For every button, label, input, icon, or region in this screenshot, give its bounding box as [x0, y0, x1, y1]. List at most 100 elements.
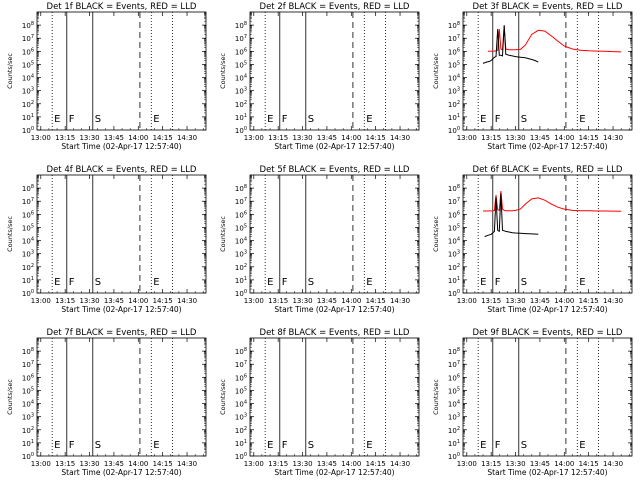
y-tick-label: 100 [22, 289, 34, 298]
y-tick-label: 107 [22, 360, 34, 369]
panel-title: Det 1f BLACK = Events, RED = LLD [47, 2, 197, 12]
time-marker-label: E [579, 114, 585, 125]
detector-panel-7: Det 7f BLACK = Events, RED = LLD 100 101 10… [6, 328, 207, 477]
time-marker-label: F [282, 114, 288, 125]
x-tick-label: 13:00 [457, 460, 477, 468]
plot-frame [462, 174, 633, 294]
y-tick-label: 100 [22, 452, 34, 461]
time-marker-label: E [267, 440, 273, 451]
y-tick-label: 104 [448, 237, 460, 246]
y-tick-label: 108 [22, 21, 34, 30]
y-tick-label: 102 [448, 100, 460, 109]
x-tick-label: 14:15 [153, 297, 173, 305]
x-tick-label: 13:30 [292, 134, 312, 142]
time-marker-label: S [521, 277, 527, 288]
x-tick-label: 13:00 [244, 297, 264, 305]
time-marker-label: S [308, 114, 314, 125]
y-tick-label: 105 [448, 60, 460, 69]
y-tick-label: 101 [235, 276, 247, 285]
x-tick-label: 14:15 [579, 460, 599, 468]
detector-panel-8: Det 8f BLACK = Events, RED = LLD 100 101 10… [219, 328, 420, 477]
y-tick-label: 101 [448, 439, 460, 448]
y-tick-label: 103 [22, 250, 34, 259]
x-axis-label: Start Time (02-Apr-17 12:57:40) [61, 468, 181, 477]
panel-title: Det 3f BLACK = Events, RED = LLD [473, 2, 623, 12]
y-tick-label: 103 [448, 250, 460, 259]
x-tick-label: 14:30 [603, 134, 623, 142]
x-tick-label: 14:15 [366, 297, 386, 305]
y-tick-label: 108 [448, 184, 460, 193]
detector-panel-3: Det 3f BLACK = Events, RED = LLD 100 101 10… [432, 2, 633, 151]
x-tick-label: 13:15 [268, 460, 288, 468]
detector-panel-6: Det 6f BLACK = Events, RED = LLD 100 101 10… [432, 165, 633, 314]
x-tick-label: 13:00 [31, 134, 51, 142]
y-tick-label: 100 [448, 289, 460, 298]
panel-title: Det 8f BLACK = Events, RED = LLD [260, 328, 410, 338]
plot-frame [249, 11, 420, 131]
y-tick-label: 103 [22, 413, 34, 422]
y-tick-label: 106 [235, 47, 247, 56]
time-marker-label: S [95, 277, 101, 288]
time-marker-label: S [308, 277, 314, 288]
x-tick-label: 14:15 [153, 134, 173, 142]
y-tick-label: 103 [22, 87, 34, 96]
y-tick-label: 104 [448, 74, 460, 83]
x-tick-label: 13:45 [104, 297, 124, 305]
x-tick-label: 13:15 [481, 460, 501, 468]
x-tick-label: 13:15 [481, 297, 501, 305]
y-tick-label: 102 [235, 426, 247, 435]
y-tick-label: 107 [448, 34, 460, 43]
detector-panel-4: Det 4f BLACK = Events, RED = LLD 100 101 10… [6, 165, 207, 314]
y-tick-label: 100 [448, 452, 460, 461]
y-tick-label: 101 [448, 276, 460, 285]
y-tick-label: 105 [22, 386, 34, 395]
detector-panel-9: Det 9f BLACK = Events, RED = LLD 100 101 10… [432, 328, 633, 477]
y-tick-label: 106 [448, 47, 460, 56]
x-tick-label: 14:15 [366, 460, 386, 468]
y-tick-label: 104 [22, 237, 34, 246]
y-tick-label: 102 [235, 263, 247, 272]
x-tick-label: 13:45 [317, 134, 337, 142]
events-rate-line [482, 25, 539, 64]
time-marker-label: E [54, 114, 60, 125]
x-tick-label: 13:45 [530, 297, 550, 305]
x-tick-label: 14:30 [390, 460, 410, 468]
y-tick-label: 105 [235, 223, 247, 232]
x-axis-label: Start Time (02-Apr-17 12:57:40) [61, 142, 181, 151]
time-marker-label: S [521, 440, 527, 451]
y-tick-label: 100 [235, 289, 247, 298]
y-axis-label: Counts/sec [6, 216, 14, 252]
y-tick-label: 103 [235, 413, 247, 422]
y-tick-label: 104 [448, 400, 460, 409]
time-marker-label: E [480, 114, 486, 125]
x-axis-label: Start Time (02-Apr-17 12:57:40) [487, 468, 607, 477]
y-tick-label: 104 [22, 74, 34, 83]
y-tick-label: 100 [448, 126, 460, 135]
y-tick-label: 105 [22, 60, 34, 69]
y-tick-label: 107 [235, 197, 247, 206]
x-tick-label: 13:15 [268, 297, 288, 305]
events-rate-line [484, 193, 539, 238]
detector-panel-1: Det 1f BLACK = Events, RED = LLD 100 101 10… [6, 2, 207, 151]
x-tick-label: 14:30 [390, 297, 410, 305]
x-axis-label: Start Time (02-Apr-17 12:57:40) [274, 468, 394, 477]
x-tick-label: 14:30 [177, 134, 197, 142]
y-tick-label: 108 [235, 347, 247, 356]
x-axis-label: Start Time (02-Apr-17 12:57:40) [274, 305, 394, 314]
x-tick-label: 13:45 [317, 297, 337, 305]
y-tick-label: 107 [448, 197, 460, 206]
y-tick-label: 105 [448, 386, 460, 395]
time-marker-label: F [495, 440, 501, 451]
x-tick-label: 14:00 [554, 134, 574, 142]
y-tick-label: 106 [235, 373, 247, 382]
y-tick-label: 102 [448, 263, 460, 272]
time-marker-label: E [480, 440, 486, 451]
y-axis-label: Counts/sec [219, 216, 227, 252]
y-tick-label: 103 [448, 87, 460, 96]
time-marker-label: E [366, 440, 372, 451]
time-marker-label: E [579, 440, 585, 451]
y-tick-label: 108 [235, 21, 247, 30]
x-tick-label: 13:00 [244, 134, 264, 142]
time-marker-label: F [495, 277, 501, 288]
